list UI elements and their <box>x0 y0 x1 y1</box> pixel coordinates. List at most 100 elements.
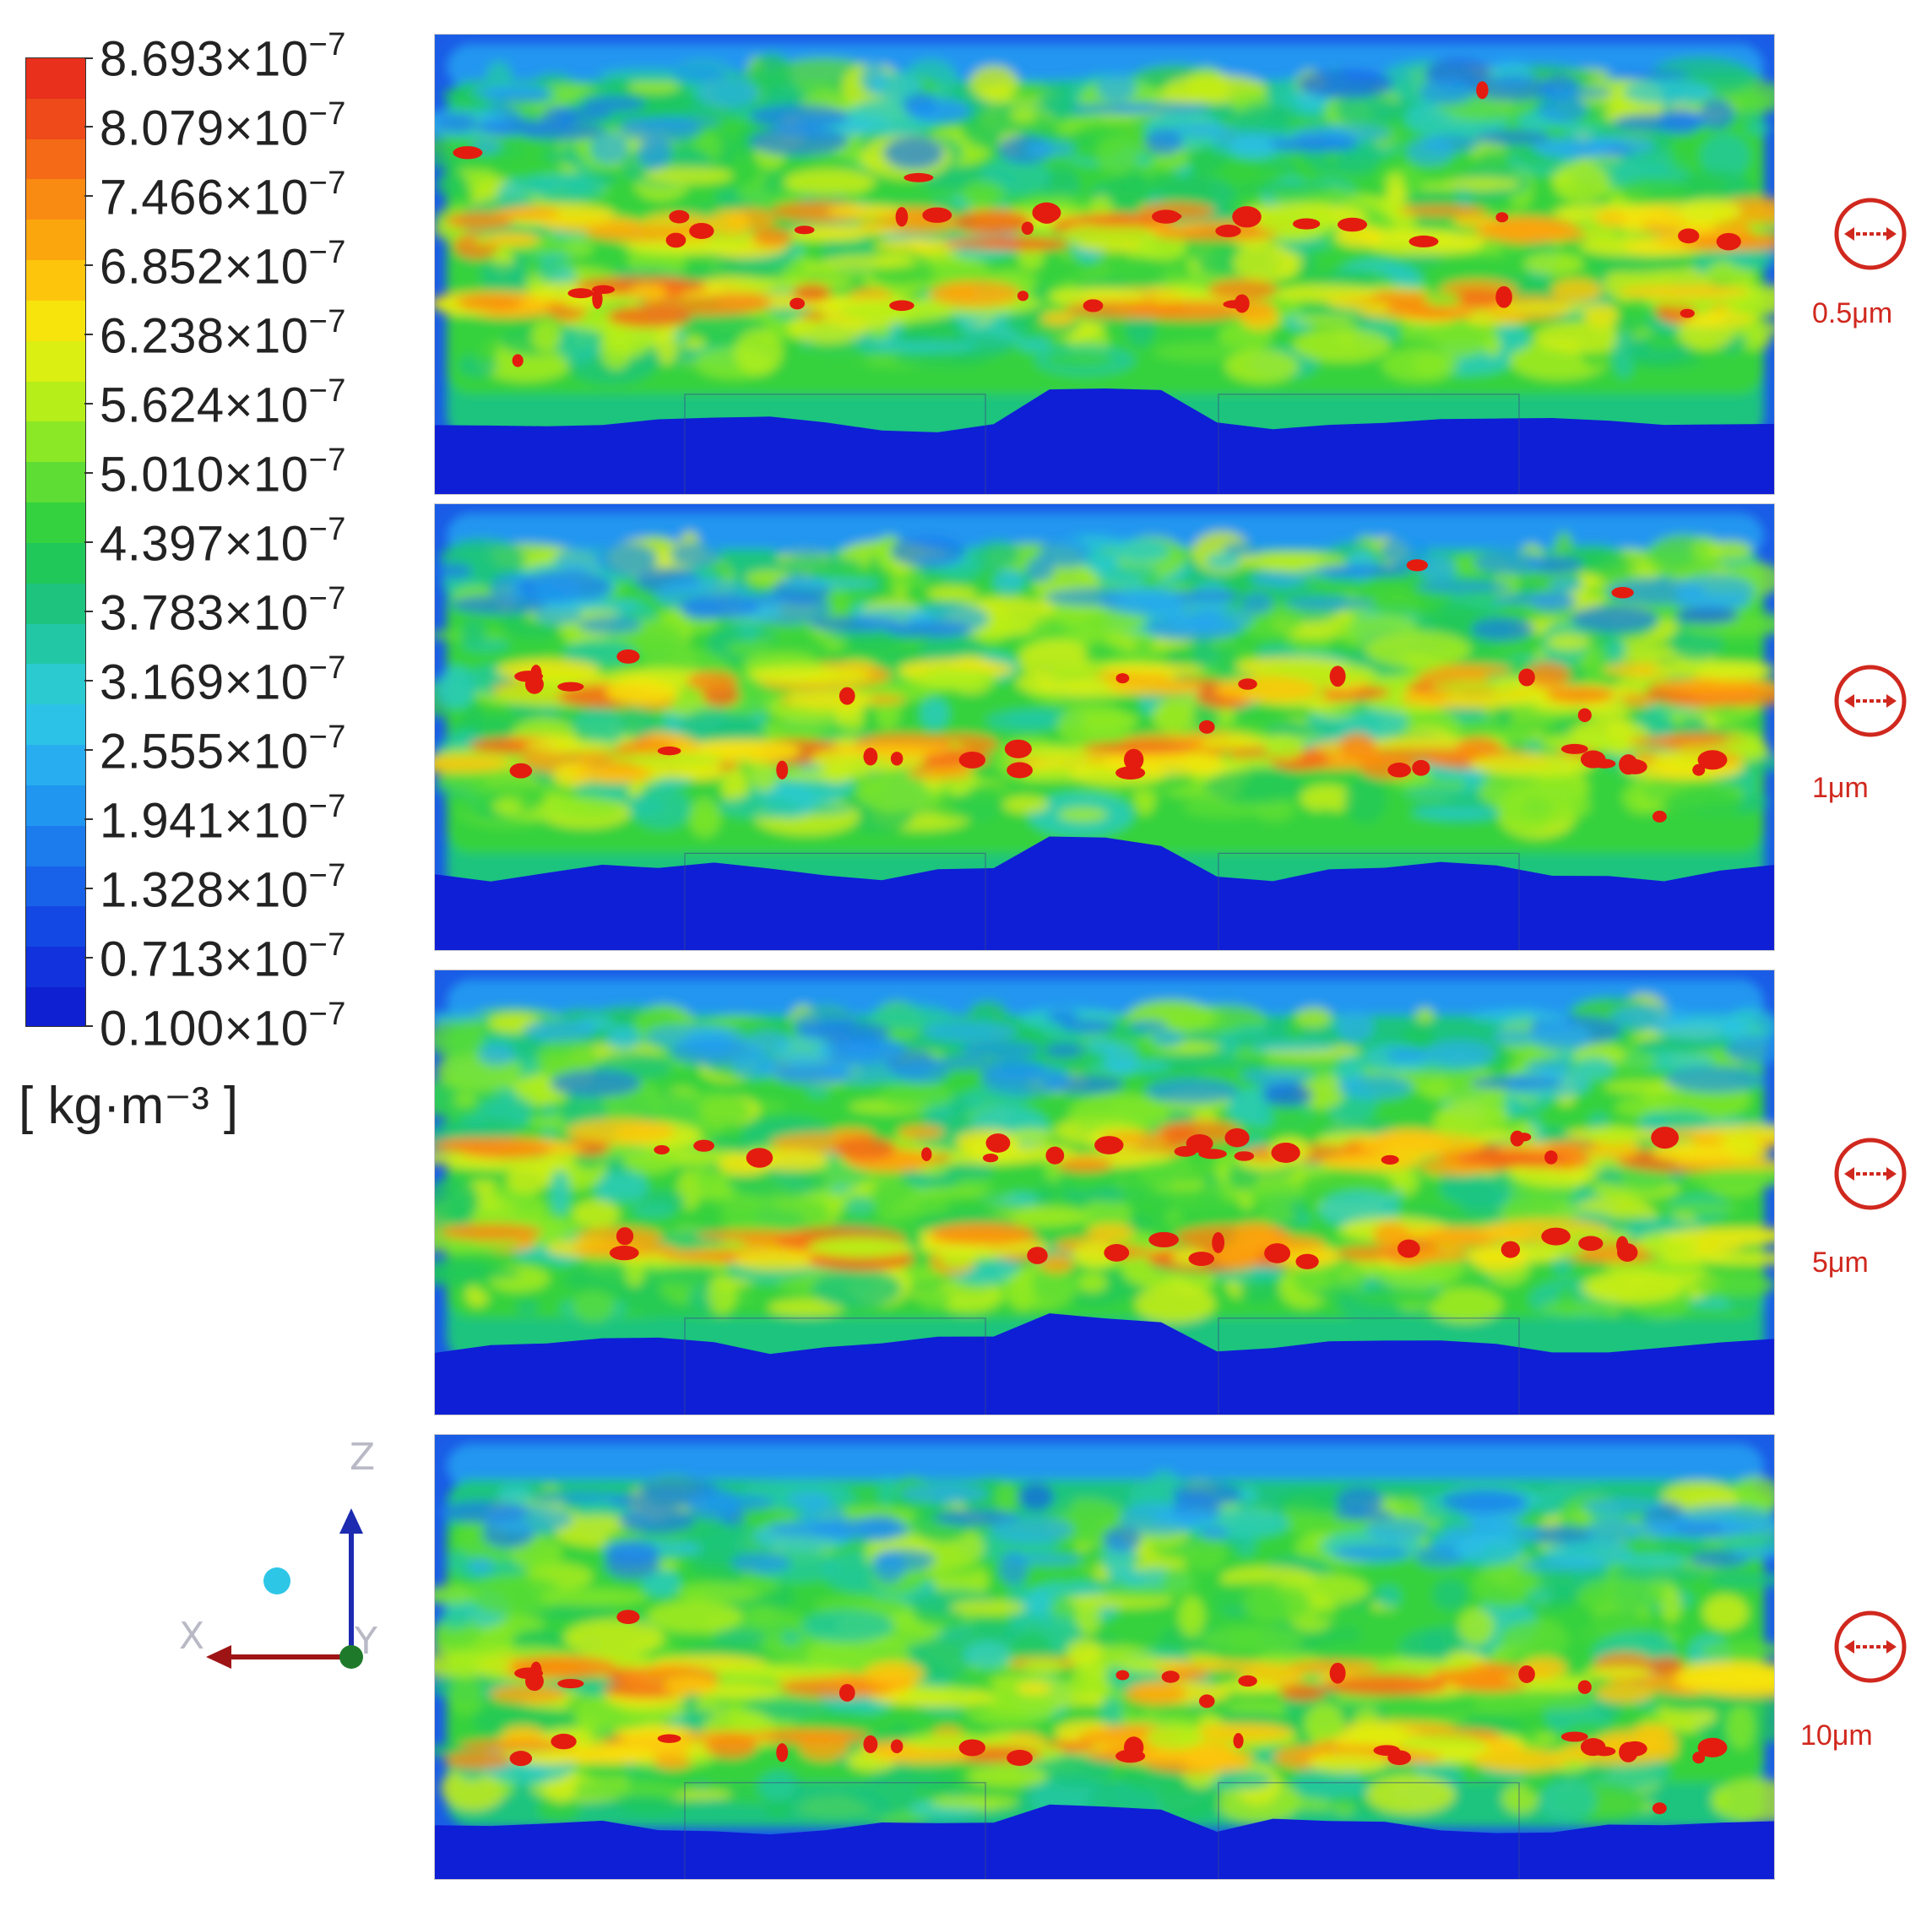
hot-spot <box>1337 217 1368 232</box>
field-cool-patch <box>1144 128 1183 155</box>
legend-color-band <box>26 58 85 99</box>
field-cool-patch <box>898 1483 989 1504</box>
field-streak <box>1264 735 1305 761</box>
field-cool-patch <box>1229 136 1278 160</box>
field-cool-patch <box>883 136 944 170</box>
geometry-outline <box>684 394 986 494</box>
field-cool-patch <box>837 1039 908 1058</box>
hot-spot <box>1161 1670 1180 1683</box>
field-blob <box>478 262 521 280</box>
legend-color-band <box>26 664 85 705</box>
field-blob <box>1112 538 1170 562</box>
field-streak <box>1673 1159 1774 1170</box>
hot-spot <box>1094 1136 1124 1154</box>
hot-spot <box>1616 1236 1629 1255</box>
hot-spot <box>1406 559 1428 572</box>
field-blob <box>800 1610 894 1643</box>
contour-field <box>435 1435 1774 1879</box>
field-streak <box>444 1751 513 1769</box>
field-blob <box>1553 161 1609 204</box>
field-blob <box>995 1481 1018 1515</box>
hot-spot <box>1115 1749 1146 1763</box>
field-blob <box>1577 1578 1665 1614</box>
field-cool-patch <box>1419 78 1475 106</box>
hot-spot <box>1678 228 1700 244</box>
hot-spot <box>1007 762 1033 779</box>
field-blob <box>1412 354 1448 376</box>
field-streak <box>1056 1157 1113 1173</box>
field-cool-patch <box>1473 550 1544 575</box>
field-streak <box>1495 302 1596 313</box>
field-streak <box>1344 1722 1408 1746</box>
field-cool-patch <box>1096 74 1137 102</box>
hot-spot <box>838 1683 855 1702</box>
field-blob <box>1066 1638 1102 1665</box>
field-streak <box>458 1739 578 1751</box>
field-cool-patch <box>550 1069 641 1097</box>
field-cool-patch <box>1529 1022 1593 1052</box>
field-cool-patch <box>435 1011 490 1023</box>
hot-spot <box>1577 1680 1592 1694</box>
field-streak <box>718 1664 843 1679</box>
field-blob <box>1400 1026 1436 1052</box>
hot-spot <box>1174 1146 1197 1157</box>
field-streak <box>662 1676 718 1696</box>
field-blob <box>1106 565 1159 578</box>
field-blob <box>1546 633 1591 650</box>
field-blob <box>708 1274 737 1315</box>
contour-field <box>435 504 1774 950</box>
field-blob <box>1314 808 1338 827</box>
field-blob <box>1495 787 1592 824</box>
scale-label-1: 1μm <box>1812 772 1869 804</box>
hot-spot <box>1007 1750 1033 1766</box>
field-streak <box>609 752 725 766</box>
field-cool-patch <box>1332 1509 1395 1521</box>
legend-color-band <box>26 300 85 341</box>
field-streak <box>733 1250 830 1271</box>
field-streak <box>875 1671 914 1683</box>
field-cool-patch <box>1009 1553 1083 1567</box>
field-blob <box>1242 1585 1311 1623</box>
field-blob <box>713 1629 767 1646</box>
field-blob <box>844 629 898 653</box>
field-cool-patch <box>437 562 473 579</box>
field-cool-patch <box>1537 86 1614 100</box>
legend-tick-label: 2.555×10−7 <box>100 720 346 779</box>
field-blob <box>1365 1774 1456 1815</box>
field-streak <box>786 689 875 710</box>
field-blob <box>469 331 499 364</box>
field-cool-patch <box>1172 1481 1243 1507</box>
field-streak <box>1108 678 1203 696</box>
field-streak <box>1039 1254 1074 1274</box>
legend-tick-label: 7.466×10−7 <box>100 166 346 225</box>
field-streak <box>1320 1154 1424 1171</box>
field-blob <box>757 1772 795 1801</box>
field-blob <box>583 1762 631 1781</box>
hot-spot <box>1104 1244 1130 1262</box>
hot-spot <box>665 232 687 248</box>
field-streak <box>1101 664 1204 676</box>
hot-spot <box>1651 1127 1680 1149</box>
field-streak <box>1214 676 1318 703</box>
hot-spot <box>1495 285 1512 308</box>
field-cool-patch <box>1454 1534 1524 1565</box>
hot-spot <box>1716 232 1741 251</box>
field-blob <box>468 1573 564 1616</box>
field-streak <box>1628 736 1729 747</box>
legend-color-band <box>26 906 85 948</box>
field-cool-patch <box>590 132 629 165</box>
field-cool-patch <box>1168 123 1240 136</box>
field-blob <box>1171 174 1215 209</box>
field-cool-patch <box>751 591 788 606</box>
field-blob <box>631 1203 676 1219</box>
hot-spot <box>512 354 524 367</box>
hot-spot <box>1652 1802 1667 1815</box>
field-blob <box>1495 707 1512 727</box>
field-blob <box>1219 1708 1273 1727</box>
field-blob <box>1135 1284 1216 1324</box>
field-cool-patch <box>990 1516 1074 1544</box>
bottom-low-density-region <box>435 836 1774 950</box>
field-streak <box>1233 1222 1276 1241</box>
field-blobs <box>435 513 1774 899</box>
field-streak <box>567 1745 656 1765</box>
